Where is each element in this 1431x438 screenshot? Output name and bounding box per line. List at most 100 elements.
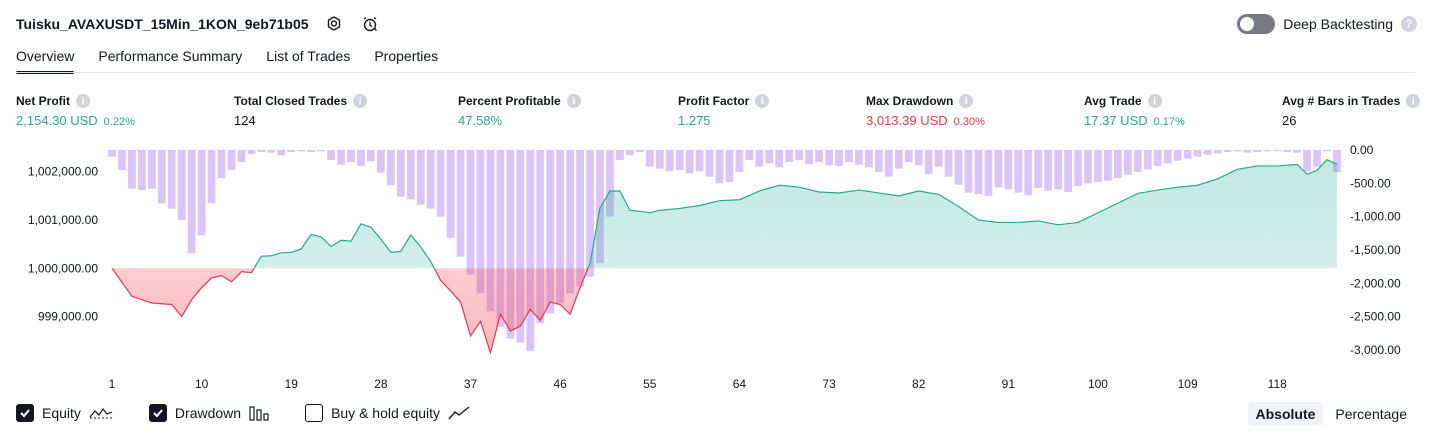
tabs-divider [16, 72, 1415, 73]
x-axis-label: 109 [1178, 377, 1198, 391]
legend-equity[interactable]: Equity [16, 404, 113, 422]
buy-hold-checkbox[interactable] [305, 404, 324, 422]
drawdown-bar [725, 150, 734, 182]
info-icon[interactable]: i [1147, 94, 1162, 108]
drawdown-bar [297, 150, 306, 152]
deep-backtesting-toggle[interactable] [1237, 14, 1276, 34]
drawdown-bar [944, 150, 953, 177]
equity-checkbox[interactable] [16, 404, 34, 422]
drawdown-bar [785, 150, 794, 162]
value-mode-switch: Absolute Percentage [1247, 402, 1416, 426]
equity-drawdown-chart: 1,002,000.00 1,001,000.00 1,000,000.00 999,… [28, 143, 1401, 391]
drawdown-bar [845, 150, 853, 162]
drawdown-bar [805, 150, 814, 164]
drawdown-bar [1133, 150, 1142, 172]
metric-label: Avg # Bars in Trades [1282, 94, 1401, 108]
help-icon[interactable]: ? [1401, 16, 1417, 32]
x-axis-label: 55 [643, 377, 657, 391]
drawdown-bar [685, 150, 694, 174]
equity-area-profit [254, 159, 1337, 269]
drawdown-bar [466, 150, 475, 275]
drawdown-bar [327, 150, 335, 160]
legend-buy-hold[interactable]: Buy & hold equity [305, 404, 470, 422]
settings-icon[interactable] [323, 13, 345, 35]
left-axis-label: 1,001,000.00 [28, 213, 98, 227]
drawdown-bar [1084, 150, 1092, 184]
drawdown-bar [924, 150, 933, 174]
drawdown-bar [865, 150, 873, 168]
tab-properties[interactable]: Properties [374, 48, 439, 64]
drawdown-bar [1193, 150, 1202, 157]
metric-label: Total Closed Trades [234, 94, 348, 108]
metric-value: 17.37 USD [1084, 113, 1148, 128]
drawdown-bar [237, 150, 246, 162]
drawdown-bar [137, 150, 146, 190]
drawdown-bar [755, 150, 764, 167]
metric-label: Max Drawdown [866, 94, 954, 108]
tab-performance-summary[interactable]: Performance Summary [98, 48, 243, 64]
info-icon[interactable]: i [959, 94, 974, 108]
drawdown-bar [536, 150, 545, 324]
deep-backtesting-label: Deep Backtesting [1283, 16, 1393, 32]
metric-percent-profitable: Percent Profitable i 47.58% [458, 94, 581, 128]
drawdown-bar [406, 150, 415, 200]
metric-net-profit: Net Profit i 2,154.30 USD 0.22% [16, 94, 135, 128]
drawdown-bar [635, 150, 644, 152]
drawdown-bar [357, 150, 365, 166]
drawdown-bar [147, 150, 156, 189]
drawdown-bar [1044, 150, 1053, 191]
strategy-header: Tuisku_AVAXUSDT_15Min_1KON_9eb71b05 [16, 12, 381, 36]
drawdown-bar [1333, 150, 1341, 172]
drawdown-bar [516, 150, 525, 343]
drawdown-bar [436, 150, 445, 217]
info-icon[interactable]: i [76, 94, 90, 108]
alarm-icon[interactable] [359, 13, 381, 35]
drawdown-bar [197, 150, 206, 236]
drawdown-bar [1323, 150, 1331, 152]
drawdown-bar [765, 150, 774, 164]
drawdown-bar [626, 150, 634, 156]
info-icon[interactable]: i [353, 94, 368, 108]
drawdown-bar [1153, 150, 1162, 166]
drawdown-bar [825, 150, 833, 166]
mode-absolute[interactable]: Absolute [1247, 402, 1324, 426]
tab-overview[interactable]: Overview [16, 48, 75, 74]
left-axis-label: 1,002,000.00 [28, 165, 98, 179]
drawdown-bar [456, 150, 465, 257]
metric-value: 26 [1282, 113, 1297, 128]
drawdown-checkbox[interactable] [148, 404, 167, 422]
drawdown-bar [277, 150, 286, 156]
drawdown-bar [347, 150, 355, 162]
drawdown-bar [367, 150, 375, 162]
legend-drawdown[interactable]: Drawdown [148, 404, 269, 422]
drawdown-bar [934, 150, 943, 167]
drawdown-bar [1183, 150, 1192, 159]
drawdown-bar [486, 150, 495, 312]
drawdown-bar [307, 150, 316, 152]
drawdown-bar [914, 150, 923, 166]
metric-value: 47.58% [458, 113, 503, 128]
info-icon[interactable]: i [1406, 94, 1421, 108]
metric-label: Avg Trade [1084, 94, 1142, 108]
drawdown-bar [177, 150, 186, 220]
drawdown-bar [1303, 150, 1312, 172]
drawdown-bar [1094, 150, 1102, 182]
drawdown-bar [984, 150, 993, 196]
info-icon[interactable]: i [755, 94, 770, 108]
drawdown-bar [1054, 150, 1063, 190]
drawdown-bar [795, 150, 804, 160]
equity-area-loss [112, 268, 1337, 353]
drawdown-bar [884, 150, 893, 177]
tab-list-of-trades[interactable]: List of Trades [266, 48, 351, 64]
metric-percent: 0.17% [1153, 116, 1185, 128]
drawdown-bar [1263, 150, 1272, 152]
right-axis-label: -500.00 [1350, 176, 1391, 190]
drawdown-bar [257, 150, 266, 152]
drawdown-bar [506, 150, 515, 339]
drawdown-bar [1114, 150, 1122, 178]
info-icon[interactable]: i [566, 94, 581, 108]
mode-percentage[interactable]: Percentage [1335, 406, 1407, 422]
right-axis-label: -1,000.00 [1350, 210, 1401, 224]
drawdown-bar [386, 150, 395, 186]
drawdown-bar [1024, 150, 1033, 196]
